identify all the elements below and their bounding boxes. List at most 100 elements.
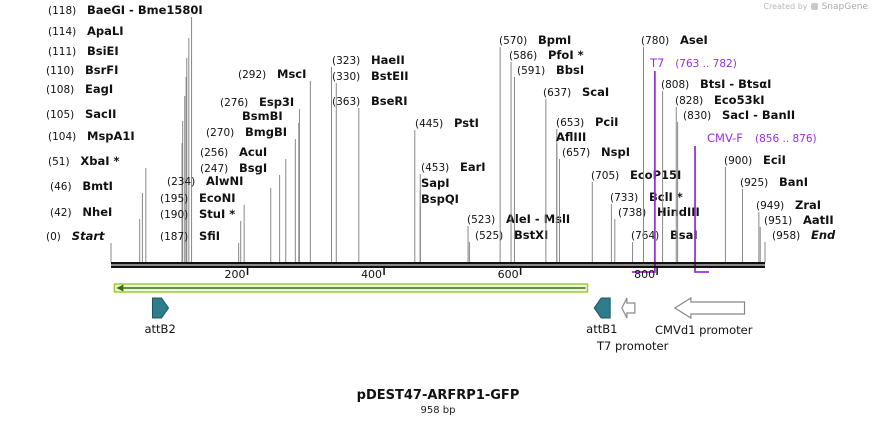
ruler-ticks: 200 400 600 800	[225, 268, 658, 281]
site-number: (0)	[46, 231, 61, 243]
site-apali: (114) ApaLI	[48, 24, 190, 262]
tick-600: 600	[498, 268, 522, 281]
site-number: (453)	[421, 162, 449, 174]
primer-name: CMV-F	[707, 131, 743, 145]
orf-arrowhead	[116, 284, 124, 292]
site-name: AcuI	[239, 145, 267, 159]
site-saci-banii: (830) SacI - BanII	[677, 108, 795, 262]
site-number: (900)	[724, 155, 752, 167]
feature-attb2: attB2	[144, 297, 176, 336]
feature-label: T7 promoter	[596, 339, 669, 353]
tick-800: 800	[634, 268, 658, 281]
site-name: BbsI	[556, 63, 584, 77]
site-start: (0) Start	[46, 229, 112, 262]
site-number: (637)	[543, 87, 571, 99]
site-number: (653)	[556, 117, 584, 129]
site-bsrfi: (110) BsrFI	[46, 63, 187, 262]
site-name: ApaLI	[87, 24, 124, 38]
site-number: (738)	[618, 207, 646, 219]
tick-label: 800	[634, 268, 655, 281]
site-number: (256)	[200, 147, 228, 159]
site-baegi-bme1580i: (118) BaeGI - Bme1580I	[48, 3, 203, 262]
site-name: HindIII	[657, 205, 700, 219]
site-number: (705)	[591, 170, 619, 182]
site-number: (114)	[48, 26, 76, 38]
site-name: BpmI	[538, 33, 571, 47]
site-bsteii: (330) BstEII	[332, 69, 409, 262]
site-name: BsgI	[239, 161, 267, 175]
site-mspa1i: (104) MspA1I	[48, 129, 183, 262]
site-sapi: SapI	[419, 176, 450, 262]
site-name: AleI - MslI	[506, 212, 570, 226]
site-number: (190)	[160, 209, 188, 221]
site-number: (808)	[661, 79, 689, 91]
site-number: (323)	[332, 55, 360, 67]
site-haeii: (323) HaeII	[331, 53, 405, 262]
site-name: NspI	[601, 145, 630, 159]
snapgene-logo-icon	[811, 3, 819, 10]
feature-cmvd1-promoter: CMVd1 promoter	[655, 296, 753, 337]
site-name: BtsI - BtsαI	[700, 77, 771, 91]
feature-label: CMVd1 promoter	[655, 323, 753, 337]
site-name: BsaI	[670, 228, 698, 242]
primer-cmv-f: CMV-F (856 .. 876)	[694, 131, 817, 273]
site-number: (108)	[46, 84, 74, 96]
site-bcli: (733) BclI *	[610, 190, 683, 262]
site-end: (958) End	[764, 228, 836, 262]
site-number: (591)	[517, 65, 545, 77]
site-arrow-shape	[593, 297, 611, 319]
primer-t7: T7 (763 .. 782)	[631, 56, 737, 273]
site-bbsi: (591) BbsI	[513, 63, 584, 262]
site-number: (525)	[475, 230, 503, 242]
site-name: PstI	[454, 116, 479, 130]
site-name: BsiEI	[87, 44, 119, 58]
site-pfoi: (586) PfoI *	[509, 48, 584, 262]
site-name: SacI - BanII	[722, 108, 795, 122]
site-scai: (637) ScaI	[543, 85, 609, 262]
tick-200: 200	[225, 268, 249, 281]
site-bsgi: (247) BsgI	[200, 161, 281, 262]
site-name: EarI	[460, 160, 486, 174]
site-esp3i: (276) Esp3I	[220, 95, 300, 262]
site-msci: (292) MscI	[238, 67, 311, 262]
tick-label: 200	[225, 268, 246, 281]
site-name: AlwNI	[206, 174, 243, 188]
site-name: Esp3I	[259, 95, 294, 109]
site-number: (330)	[332, 71, 360, 83]
site-number: (586)	[509, 50, 537, 62]
site-name: EagI	[85, 82, 113, 96]
site-zrai: (949) ZraI	[756, 198, 821, 262]
site-number: (363)	[332, 96, 360, 108]
site-number: (925)	[740, 177, 768, 189]
site-name: EcoNI	[199, 191, 235, 205]
site-bani: (925) BanI	[740, 175, 808, 262]
site-number: (118)	[48, 5, 76, 17]
primer-range: (763 .. 782)	[675, 58, 737, 70]
site-name: HaeII	[371, 53, 405, 67]
site-eagi: (108) EagI	[46, 82, 186, 262]
site-name: AseI	[680, 33, 708, 47]
primer-layer: T7 (763 .. 782) CMV-F (856 .. 876)	[631, 56, 817, 273]
site-number: (958)	[772, 230, 800, 242]
site-number: (523)	[467, 214, 495, 226]
tick-label: 600	[498, 268, 519, 281]
site-aatii: (951) AatII	[759, 213, 834, 262]
site-number: (657)	[562, 147, 590, 159]
site-number: (949)	[756, 200, 784, 212]
site-name: PfoI *	[548, 48, 584, 62]
primer-range: (856 .. 876)	[755, 133, 817, 145]
site-name: BanI	[779, 175, 808, 189]
site-name: SapI	[421, 176, 450, 190]
promoter-arrow-shape	[673, 296, 746, 320]
primer-name: T7	[649, 56, 664, 70]
backbone	[111, 262, 765, 268]
site-name: MscI	[277, 67, 306, 81]
site-number: (46)	[50, 181, 72, 193]
site-name: BsrFI	[85, 63, 118, 77]
site-number: (110)	[46, 65, 74, 77]
site-afliii: AflIII	[556, 130, 586, 262]
site-number: (292)	[238, 69, 266, 81]
site-name: Start	[72, 229, 105, 243]
site-nhei: (42) NheI	[50, 205, 141, 262]
